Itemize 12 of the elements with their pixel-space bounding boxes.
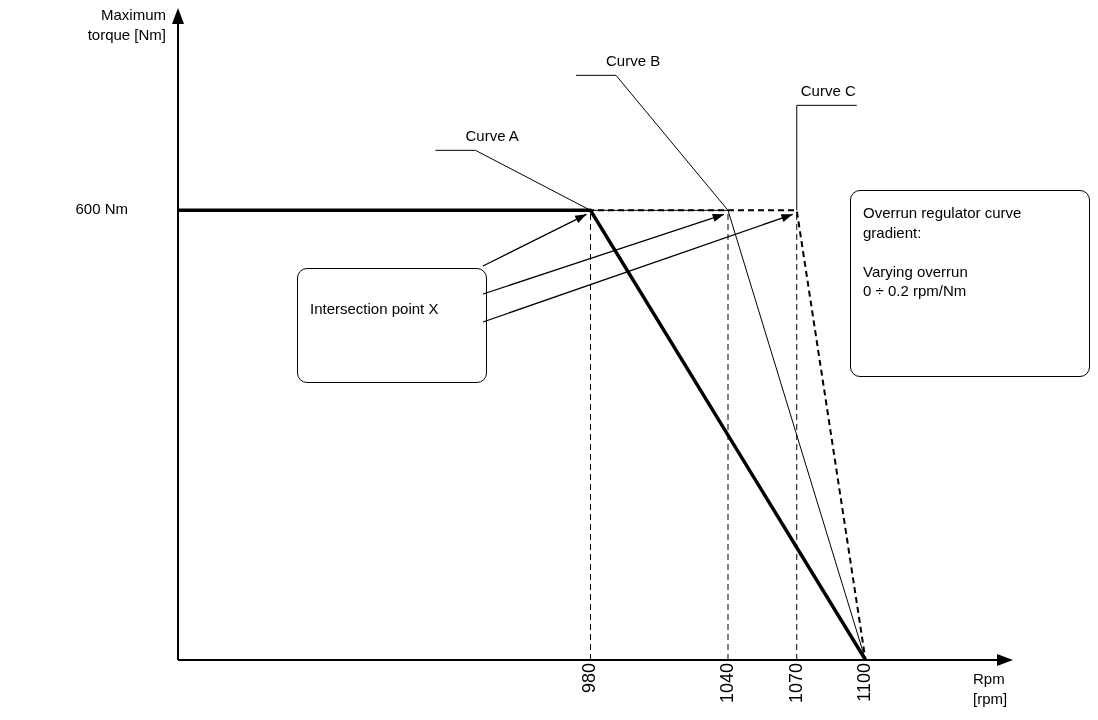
text: Curve A: [465, 126, 519, 144]
text: 600 Nm: [75, 200, 128, 218]
text: Curve B: [606, 51, 661, 69]
x-tick-label: 1040: [716, 662, 737, 703]
text: Curve C: [800, 81, 856, 99]
x-axis-title: Rpm [rpm]: [973, 669, 1008, 707]
x-tick-label: 1100: [854, 662, 875, 702]
x-tick-label: 1070: [785, 662, 806, 703]
text: Maximum torque [Nm]: [87, 5, 166, 43]
annotation: Intersection point X: [297, 268, 487, 383]
text: Overrun regulator curve gradient: Varying overrun 0 ÷ 0.2 rpm/Nm: [863, 204, 1022, 299]
x-tick-label: 980: [579, 662, 600, 693]
